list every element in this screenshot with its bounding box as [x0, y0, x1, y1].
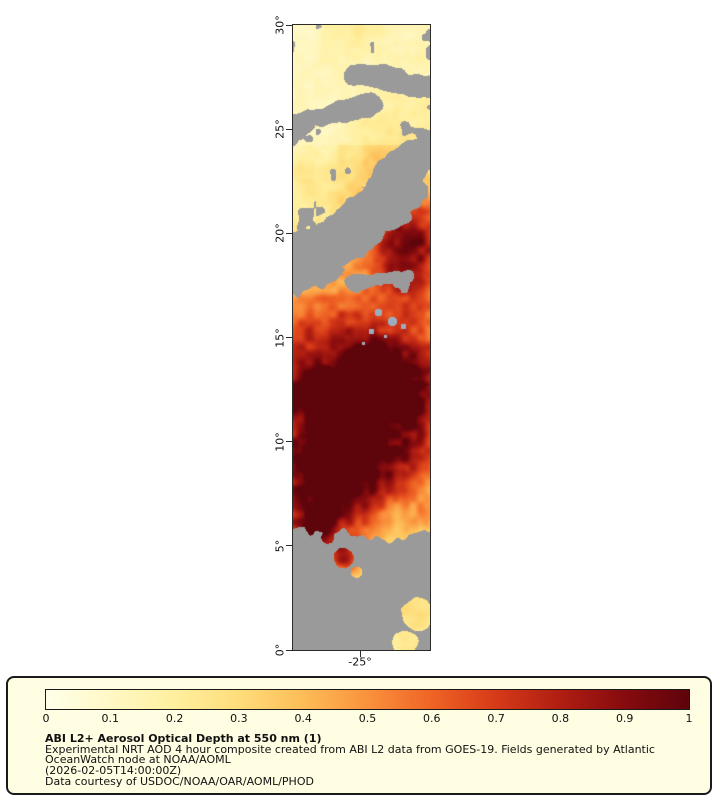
y-axis-tick-mark — [286, 649, 292, 651]
colorbar-tick-label: 0.2 — [165, 712, 184, 725]
aod-raster — [293, 25, 430, 650]
legend-description-line: OceanWatch node at NOAA/AOML — [45, 753, 231, 766]
y-axis-tick-label: 20° — [273, 223, 287, 244]
y-axis-tick-mark — [286, 128, 292, 130]
colorbar-tick-label: 0.3 — [230, 712, 248, 725]
colorbar-tick-label: 0.4 — [294, 712, 312, 725]
colorbar-tick-label: 1 — [685, 712, 693, 725]
y-axis-tick-label: 15° — [273, 327, 287, 348]
y-axis-tick-label: 5° — [273, 539, 287, 553]
legend-timestamp: (2026-02-05T14:00:00Z) — [45, 764, 182, 777]
x-axis-tick-label: -25° — [348, 655, 372, 669]
y-axis-tick-mark — [286, 24, 292, 26]
y-axis-tick-mark — [286, 545, 292, 547]
colorbar-tick-label: 0.8 — [551, 712, 570, 725]
y-axis-tick-label: 30° — [273, 15, 287, 35]
colorbar-tick-label: 0 — [42, 712, 50, 725]
colorbar-tick-label: 0.9 — [615, 712, 634, 725]
colorbar-tick-label: 0.1 — [101, 712, 120, 725]
colorbar-tick-label: 0.7 — [487, 712, 505, 725]
y-axis-tick-mark — [286, 232, 292, 234]
colorbar-canvas — [45, 689, 690, 710]
y-axis-tick-label: 10° — [273, 431, 287, 452]
colorbar-tick-label: 0.6 — [423, 712, 441, 725]
y-axis-tick-label: 25° — [273, 119, 287, 139]
legend-courtesy: Data courtesy of USDOC/NOAA/OAR/AOML/PHO… — [45, 775, 314, 788]
x-axis-tick-mark — [360, 651, 361, 657]
y-axis-tick-label: 0° — [273, 643, 287, 657]
legend-panel: 0 0.1 0.2 0.3 0.4 0.5 0.6 0.7 0.8 0.9 1 … — [6, 676, 712, 795]
legend-title: ABI L2+ Aerosol Optical Depth at 550 nm … — [45, 732, 322, 745]
y-axis-tick-mark — [286, 337, 292, 338]
y-axis-tick-mark — [286, 441, 292, 443]
colorbar-tick-label: 0.5 — [358, 712, 377, 725]
legend-description-line: Experimental NRT AOD 4 hour composite cr… — [45, 743, 655, 756]
